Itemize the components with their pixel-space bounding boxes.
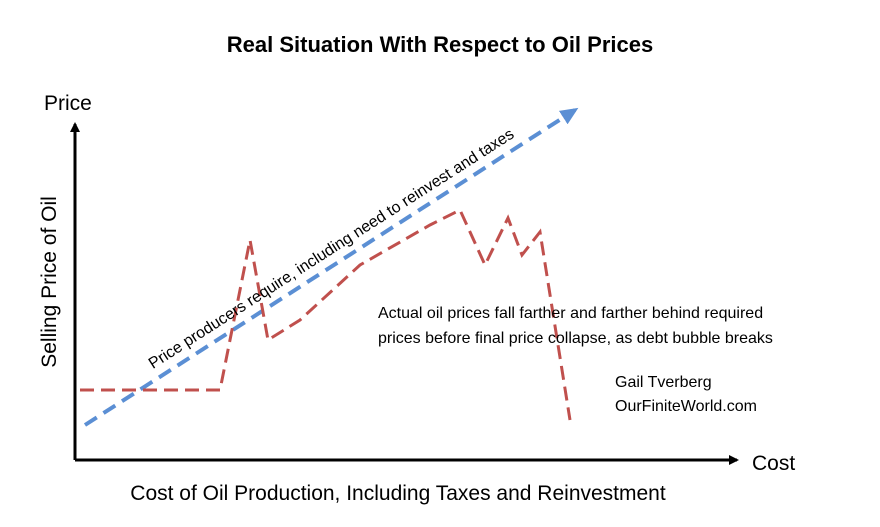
actual-price-line	[80, 207, 572, 421]
y-axis-end-label: Price	[44, 92, 92, 115]
required-price-line	[83, 107, 579, 427]
y-axis-title: Selling Price of Oil	[38, 196, 61, 368]
x-axis-title: Cost of Oil Production, Including Taxes …	[130, 482, 666, 505]
credit-line: Gail Tverberg	[615, 374, 712, 391]
annotation-line: Actual oil prices fall farther and farth…	[378, 305, 763, 322]
annotation-line: prices before final price collapse, as d…	[378, 330, 773, 347]
x-axis-end-label: Cost	[752, 452, 795, 475]
credit-line: OurFiniteWorld.com	[615, 398, 757, 415]
title: Real Situation With Respect to Oil Price…	[227, 32, 653, 57]
